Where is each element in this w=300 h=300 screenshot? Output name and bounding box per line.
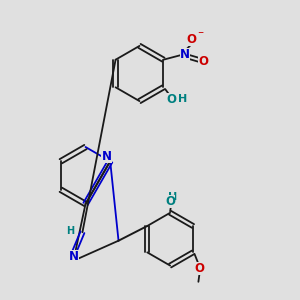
Text: ⁻: ⁻ — [197, 28, 204, 42]
Text: O: O — [166, 93, 176, 106]
Text: O: O — [187, 33, 196, 46]
Text: N: N — [102, 150, 112, 163]
Text: N: N — [68, 250, 78, 263]
Text: H: H — [168, 192, 177, 202]
Text: N: N — [180, 48, 190, 61]
Text: H: H — [178, 94, 187, 104]
Text: O: O — [199, 55, 208, 68]
Text: O: O — [165, 195, 175, 208]
Text: O: O — [195, 262, 205, 275]
Text: H: H — [66, 226, 74, 236]
